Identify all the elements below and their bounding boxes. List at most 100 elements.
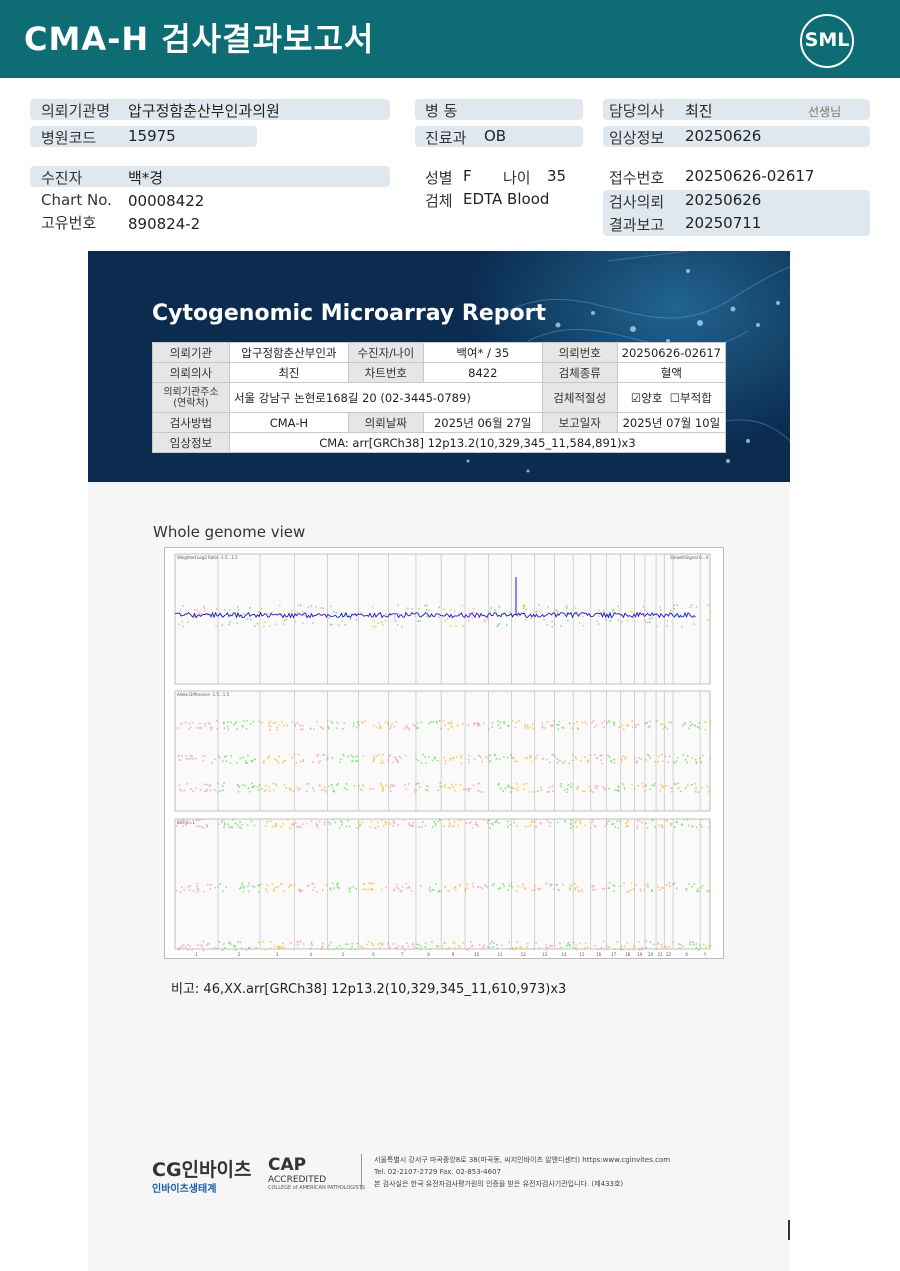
data-point (450, 724, 452, 727)
data-point (289, 789, 292, 792)
data-point (698, 727, 701, 729)
data-point (416, 947, 419, 949)
data-point (258, 884, 261, 886)
data-point (381, 790, 384, 793)
data-point (392, 943, 395, 945)
data-point (329, 823, 331, 825)
data-point (195, 757, 197, 760)
data-point (568, 762, 571, 765)
data-point (405, 942, 408, 945)
data-point (576, 826, 578, 828)
data-point (310, 942, 313, 945)
cell: 임상정보 (152, 432, 230, 453)
data-point (234, 949, 237, 951)
data-point (291, 823, 293, 826)
data-point (644, 790, 647, 792)
data-point (557, 821, 559, 824)
chromosome-label: 13 (542, 952, 548, 957)
data-point (183, 889, 185, 891)
data-point (324, 789, 326, 792)
data-point (481, 947, 484, 950)
data-point (326, 720, 329, 722)
data-point (599, 754, 602, 757)
data-point (568, 887, 571, 889)
data-point (492, 823, 494, 826)
data-point (462, 624, 464, 627)
allele-panel-title: Allele Difference -1.5...1.5 (177, 692, 230, 697)
data-point (693, 883, 696, 885)
data-point (649, 788, 651, 791)
data-point (507, 825, 509, 828)
data-point (645, 940, 647, 943)
data-point (386, 723, 389, 725)
data-point (447, 787, 450, 789)
chromosome-label: 17 (611, 952, 617, 957)
data-point (424, 762, 427, 764)
data-point (273, 825, 276, 828)
data-point (351, 945, 353, 948)
data-point (673, 608, 676, 610)
data-point (362, 784, 364, 787)
data-point (575, 757, 578, 760)
data-point (538, 604, 540, 606)
data-point (695, 943, 698, 945)
data-point (418, 782, 420, 785)
data-point (239, 821, 242, 823)
data-point (575, 947, 577, 950)
data-point (297, 604, 299, 607)
data-point (472, 885, 475, 888)
data-point (546, 624, 548, 626)
data-point (198, 611, 201, 613)
data-point (648, 617, 651, 620)
data-point (256, 786, 259, 788)
cell: 압구정함춘산부인과 (228, 342, 349, 363)
data-point (227, 728, 230, 731)
smooth-signal-line (174, 611, 696, 619)
chromosome-label: 8 (427, 952, 430, 957)
data-point (266, 756, 269, 759)
data-point (594, 726, 596, 729)
report-row: 의뢰의사 최진 차트번호 8422 검체종류 혈액 (152, 362, 727, 383)
data-point (236, 761, 238, 764)
cell: CMA: arr[GRCh38] 12p13.2(10,329,345_11,5… (228, 432, 727, 453)
test-request-label: 검사의뢰 (609, 193, 665, 211)
data-point (709, 945, 712, 947)
data-point (689, 941, 692, 943)
data-point (203, 790, 206, 793)
data-point (380, 784, 383, 786)
data-point (236, 606, 239, 608)
data-point (379, 942, 381, 945)
data-point (245, 727, 248, 730)
data-point (247, 787, 250, 789)
data-point (297, 753, 300, 756)
allele-panel (174, 690, 711, 812)
data-point (379, 782, 382, 785)
data-point (454, 789, 457, 792)
data-point (258, 611, 260, 613)
data-point (698, 890, 700, 893)
data-point (670, 721, 673, 724)
data-point (343, 754, 345, 757)
data-point (689, 720, 692, 723)
data-point (471, 611, 474, 614)
data-point (382, 825, 385, 827)
data-point (689, 606, 692, 609)
data-point (583, 790, 586, 793)
data-point (606, 820, 608, 823)
data-point (686, 755, 689, 757)
data-point (180, 790, 182, 792)
data-point (250, 760, 253, 762)
data-point (617, 785, 620, 788)
data-point (230, 755, 232, 757)
data-point (443, 608, 445, 611)
data-point (184, 823, 187, 825)
data-point (624, 757, 626, 760)
data-point (673, 604, 676, 607)
data-point (563, 760, 566, 763)
data-point (282, 942, 284, 945)
data-point (324, 821, 326, 823)
data-point (486, 617, 489, 620)
data-point (641, 948, 643, 951)
data-point (498, 758, 501, 760)
data-point (493, 753, 496, 756)
